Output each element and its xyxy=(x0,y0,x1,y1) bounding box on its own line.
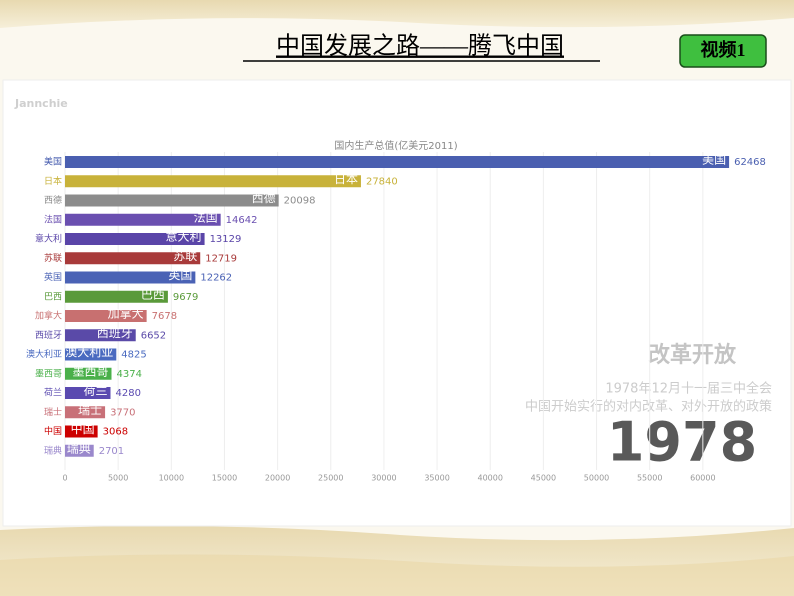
chart-title: 国内生产总值(亿美元2011) xyxy=(334,139,457,152)
watermark: Jannchie xyxy=(14,97,68,110)
x-tick-label: 30000 xyxy=(371,474,396,483)
value-label: 27840 xyxy=(366,176,398,187)
x-tick-label: 25000 xyxy=(318,474,343,483)
video-button[interactable] xyxy=(679,34,767,68)
bar-inner-label: 瑞典 xyxy=(67,441,91,455)
x-tick-label: 0 xyxy=(62,474,67,483)
y-tick-label: 美国 xyxy=(44,156,62,168)
y-tick-label: 瑞士 xyxy=(44,406,62,418)
bar-inner-label: 澳大利亚 xyxy=(65,345,113,359)
bar xyxy=(65,213,221,226)
y-tick-label: 苏联 xyxy=(44,252,62,264)
x-tick-label: 50000 xyxy=(584,474,609,483)
value-label: 14642 xyxy=(226,215,258,226)
bar-inner-label: 墨西哥 xyxy=(72,364,108,378)
event-line: 1978年12月十一届三中全会 xyxy=(605,381,772,397)
value-label: 20098 xyxy=(284,196,316,207)
bottom-wave xyxy=(0,554,794,596)
slide-title: 中国发展之路——腾飞中国 xyxy=(276,33,564,60)
bar-inner-label: 苏联 xyxy=(173,249,197,263)
bar-inner-label: 意大利 xyxy=(166,229,202,244)
bar xyxy=(65,425,98,438)
bar xyxy=(65,329,136,342)
bar-inner-label: 荷兰 xyxy=(83,384,107,398)
value-label: 6652 xyxy=(141,330,166,341)
bar-inner-label: 英国 xyxy=(168,268,192,282)
x-tick-label: 15000 xyxy=(212,474,237,483)
y-tick-label: 英国 xyxy=(44,271,62,283)
value-label: 12262 xyxy=(200,273,232,284)
y-tick-label: 日本 xyxy=(44,175,62,187)
x-tick-label: 20000 xyxy=(265,474,290,483)
y-tick-label: 法国 xyxy=(44,213,62,225)
top-decoration xyxy=(0,0,794,28)
bar xyxy=(65,271,196,284)
bar-inner-label: 日本 xyxy=(334,172,358,186)
year-label: 1978 xyxy=(607,411,757,474)
event-title: 改革开放 xyxy=(648,342,737,368)
value-label: 13129 xyxy=(210,234,242,245)
value-label: 12719 xyxy=(205,253,237,264)
x-tick-label: 45000 xyxy=(531,474,556,483)
bar xyxy=(65,252,201,265)
bar xyxy=(65,367,112,380)
bar xyxy=(65,194,279,207)
value-label: 9679 xyxy=(173,292,198,303)
y-tick-label: 西班牙 xyxy=(35,329,62,341)
bar xyxy=(65,310,147,322)
value-label: 3770 xyxy=(110,407,135,418)
x-tick-label: 5000 xyxy=(108,474,128,483)
bar-inner-label: 加拿大 xyxy=(108,306,144,321)
y-tick-label: 加拿大 xyxy=(35,310,62,322)
bar xyxy=(65,156,730,168)
value-label: 4280 xyxy=(115,388,140,399)
y-tick-label: 西德 xyxy=(44,194,62,206)
x-tick-label: 60000 xyxy=(690,474,715,483)
value-label: 2701 xyxy=(99,446,124,457)
y-tick-label: 意大利 xyxy=(35,233,62,245)
bar-inner-label: 瑞士 xyxy=(78,403,102,417)
y-tick-label: 瑞典 xyxy=(44,444,62,456)
value-label: 4374 xyxy=(116,369,141,380)
value-label: 7678 xyxy=(152,311,177,322)
y-tick-label: 墨西哥 xyxy=(35,368,62,379)
bar-inner-label: 中国 xyxy=(71,421,95,436)
bar-inner-label: 法国 xyxy=(194,210,218,224)
chart-panel xyxy=(2,79,792,527)
value-label: 3068 xyxy=(103,427,128,438)
bar xyxy=(65,406,106,419)
bar-inner-label: 美国 xyxy=(702,153,726,167)
bar xyxy=(65,387,111,399)
bar xyxy=(65,444,94,457)
bar xyxy=(65,290,168,303)
x-tick-label: 10000 xyxy=(159,474,184,483)
bar-inner-label: 巴西 xyxy=(141,287,165,301)
bar-inner-label: 西班牙 xyxy=(97,326,133,340)
bar xyxy=(65,348,117,361)
value-label: 4825 xyxy=(121,350,146,361)
y-tick-label: 荷兰 xyxy=(44,387,62,399)
x-tick-label: 35000 xyxy=(424,474,449,483)
x-tick-label: 40000 xyxy=(478,474,503,483)
y-tick-label: 澳大利亚 xyxy=(26,348,62,360)
x-tick-label: 55000 xyxy=(637,474,662,483)
bar xyxy=(65,175,361,188)
bar xyxy=(65,233,205,245)
y-tick-label: 巴西 xyxy=(44,291,62,302)
event-line: 中国开始实行的对内改革、对外开放的政策 xyxy=(525,399,772,415)
bar-inner-label: 西德 xyxy=(252,190,276,205)
y-tick-label: 中国 xyxy=(44,425,62,437)
video-button-label[interactable]: 视频1 xyxy=(701,39,746,60)
value-label: 62468 xyxy=(734,157,766,168)
